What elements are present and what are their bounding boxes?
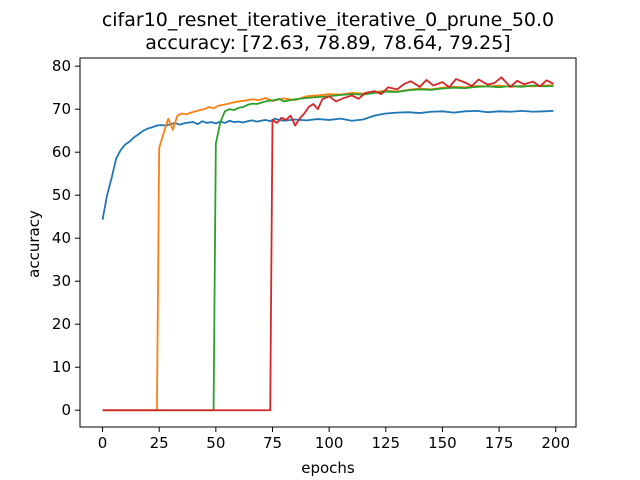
series-line-3 xyxy=(102,84,554,412)
x-tick-label: 125 xyxy=(371,434,400,452)
y-tick-label: 0 xyxy=(61,401,71,419)
plot-area xyxy=(80,58,576,427)
y-tick-label: 80 xyxy=(52,57,71,75)
y-tick-label: 10 xyxy=(52,358,71,376)
series-layer xyxy=(101,76,554,412)
y-tick-label: 30 xyxy=(52,272,71,290)
x-tick-label: 50 xyxy=(206,434,225,452)
axes-layer: 0 25 50 75 100 125 150 175 200 0 10 20 30 40 50 60 70 80 xyxy=(52,57,577,452)
y-axis-label: accuracy xyxy=(25,210,43,278)
chart-title-line2: accuracy: [72.63, 78.89, 78.64, 79.25] xyxy=(145,32,510,54)
series-line-1 xyxy=(101,110,554,220)
y-tick-label: 20 xyxy=(52,315,71,333)
y-tick-label: 70 xyxy=(52,100,71,118)
x-tick-label: 200 xyxy=(541,434,570,452)
axes-frame xyxy=(79,57,577,428)
x-tick-label: 0 xyxy=(98,434,108,452)
y-tick-label: 40 xyxy=(52,229,71,247)
plot-background xyxy=(80,58,576,427)
x-tick-label: 25 xyxy=(150,434,169,452)
y-tick-label: 60 xyxy=(52,143,71,161)
x-tick-label: 175 xyxy=(485,434,514,452)
x-axis-label: epochs xyxy=(301,459,355,477)
chart-title-line1: cifar10_resnet_iterative_iterative_0_pru… xyxy=(102,9,554,31)
y-tick-label: 50 xyxy=(52,186,71,204)
x-tick-label: 75 xyxy=(263,434,282,452)
x-tick-label: 150 xyxy=(428,434,457,452)
series-line-4 xyxy=(102,76,554,412)
x-tick-label: 100 xyxy=(315,434,344,452)
